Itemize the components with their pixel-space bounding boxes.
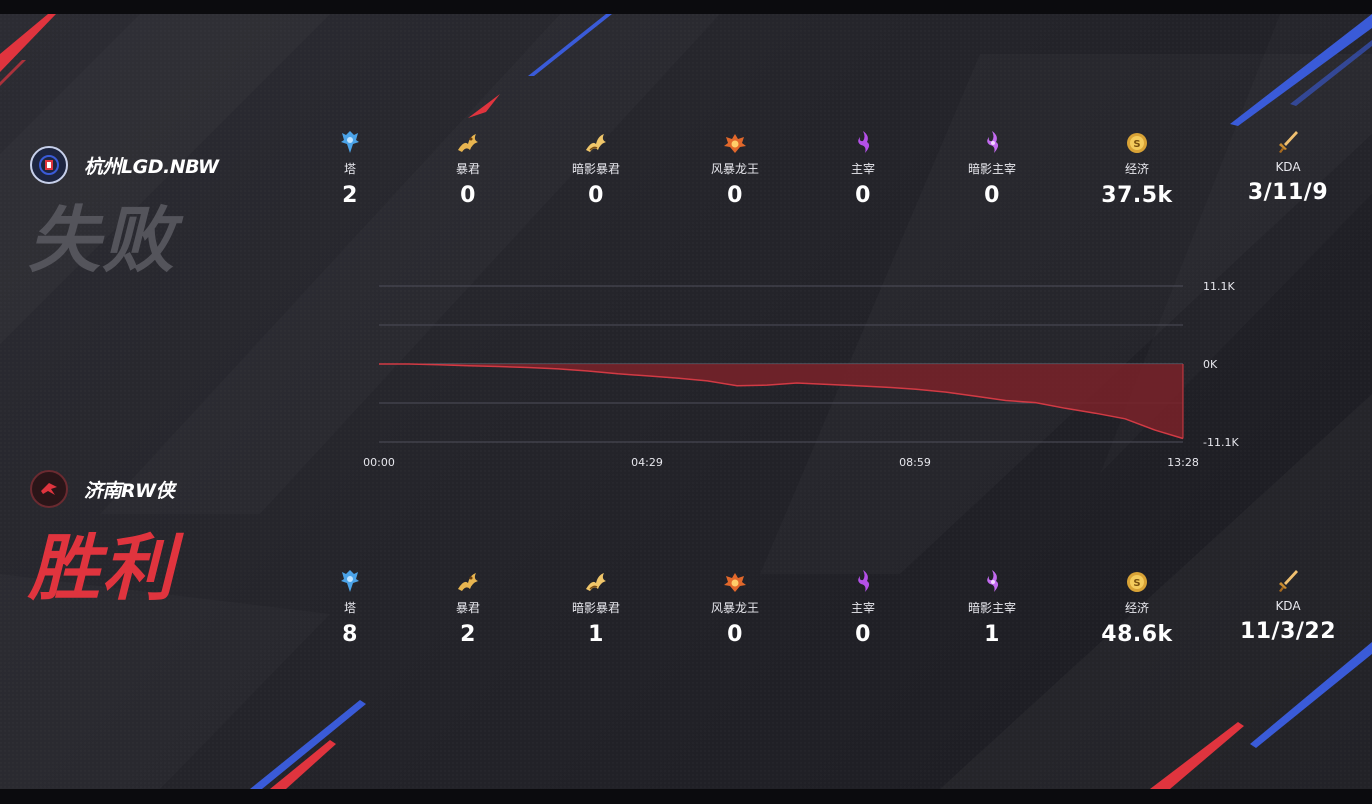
stat-label: 塔 xyxy=(343,601,356,615)
stat-value: 3/11/9 xyxy=(1247,180,1329,205)
y-tick-label: 0K xyxy=(1203,358,1218,371)
stat-label: 暗影暴君 xyxy=(571,601,620,615)
stat-label: 经济 xyxy=(1124,601,1149,615)
stat-label: KDA xyxy=(1275,599,1301,613)
stat-overlord: 主宰 0 xyxy=(803,567,923,647)
stat-value: 11/3/22 xyxy=(1239,619,1337,644)
gold-difference-chart: 11.1K 0K -11.1K 00:00 04:29 08:59 13:28 xyxy=(363,280,1239,469)
tower-icon xyxy=(290,128,410,154)
stat-gold-coin: S 经济 37.5k xyxy=(1077,128,1197,208)
stat-storm-dragon: 风暴龙王 0 xyxy=(675,567,795,647)
stat-value: 0 xyxy=(855,622,871,647)
sword-icon xyxy=(1228,567,1348,593)
stat-label: KDA xyxy=(1275,160,1301,174)
stat-label: 主宰 xyxy=(850,601,875,615)
shadow-tyrant-icon xyxy=(536,567,656,593)
stat-shadow-overlord: 暗影主宰 1 xyxy=(932,567,1052,647)
stat-value: 8 xyxy=(342,622,358,647)
team-1-name: 杭州LGD.NBW xyxy=(84,155,219,178)
stat-value: 1 xyxy=(984,622,1000,647)
lgd-logo-icon xyxy=(39,155,59,175)
stat-label: 风暴龙王 xyxy=(710,601,759,615)
stat-value: 2 xyxy=(342,183,358,208)
stat-overlord: 主宰 0 xyxy=(803,128,923,208)
rw-logo-icon xyxy=(41,483,57,495)
stat-value: 2 xyxy=(460,622,476,647)
gold-coin-icon: S xyxy=(1077,567,1197,593)
stat-value: 0 xyxy=(984,183,1000,208)
stat-value: 0 xyxy=(727,622,743,647)
x-tick-label: 04:29 xyxy=(631,456,663,469)
x-tick-label: 08:59 xyxy=(899,456,931,469)
stat-shadow-tyrant: 暗影暴君 0 xyxy=(536,128,656,208)
stat-label: 暴君 xyxy=(455,601,480,615)
sword-icon xyxy=(1228,128,1348,154)
storm-dragon-icon xyxy=(675,128,795,154)
tower-icon xyxy=(290,567,410,593)
tyrant-icon xyxy=(408,128,528,154)
stat-shadow-tyrant: 暗影暴君 1 xyxy=(536,567,656,647)
team-1-header: 杭州LGD.NBW xyxy=(30,146,219,184)
stat-tyrant: 暴君 2 xyxy=(408,567,528,647)
stat-value: 37.5k xyxy=(1101,183,1173,208)
team-1-stats: 塔 2 暴君 0 暗影暴君 0 风暴龙王 0 主宰 0 暗影主宰 0 S 经济 37.5k KDA 3/11/9 xyxy=(300,128,1350,218)
y-tick-label: -11.1K xyxy=(1203,436,1239,449)
stat-label: 暴君 xyxy=(455,162,480,176)
storm-dragon-icon xyxy=(675,567,795,593)
team-1-logo xyxy=(30,146,68,184)
stat-sword: KDA 3/11/9 xyxy=(1228,128,1348,205)
gold-diff-line xyxy=(379,363,1184,440)
overlord-icon xyxy=(803,128,923,154)
gold-coin-icon: S xyxy=(1077,128,1197,154)
stat-value: 0 xyxy=(727,183,743,208)
stat-value: 1 xyxy=(588,622,604,647)
team-1-result: 失败 xyxy=(28,198,177,282)
shadow-tyrant-icon xyxy=(536,128,656,154)
shadow-overlord-icon xyxy=(932,567,1052,593)
stat-sword: KDA 11/3/22 xyxy=(1228,567,1348,644)
team-2-stats: 塔 8 暴君 2 暗影暴君 1 风暴龙王 0 主宰 0 暗影主宰 1 S 经济 48.6k KDA 11/3/2… xyxy=(300,567,1350,657)
stat-label: 暗影主宰 xyxy=(967,601,1016,615)
stat-storm-dragon: 风暴龙王 0 xyxy=(675,128,795,208)
stat-tyrant: 暴君 0 xyxy=(408,128,528,208)
stat-gold-coin: S 经济 48.6k xyxy=(1077,567,1197,647)
x-tick-label: 00:00 xyxy=(363,456,395,469)
team-2-logo xyxy=(30,470,68,508)
stat-label: 主宰 xyxy=(850,162,875,176)
y-tick-label: 11.1K xyxy=(1203,280,1235,293)
overlord-icon xyxy=(803,567,923,593)
stat-value: 0 xyxy=(460,183,476,208)
shadow-overlord-icon xyxy=(932,128,1052,154)
stat-value: 0 xyxy=(588,183,604,208)
gold-diff-area xyxy=(379,364,1183,439)
stat-value: 0 xyxy=(855,183,871,208)
team-2-name: 济南RW侠 xyxy=(84,479,175,502)
stat-label: 暗影暴君 xyxy=(571,162,620,176)
x-tick-label: 13:28 xyxy=(1167,456,1199,469)
stat-label: 经济 xyxy=(1124,162,1149,176)
tyrant-icon xyxy=(408,567,528,593)
svg-text:S: S xyxy=(1133,139,1140,150)
stat-value: 48.6k xyxy=(1101,622,1173,647)
stat-label: 塔 xyxy=(343,162,356,176)
svg-text:S: S xyxy=(1133,578,1140,589)
stat-shadow-overlord: 暗影主宰 0 xyxy=(932,128,1052,208)
stat-label: 风暴龙王 xyxy=(710,162,759,176)
postgame-stats-screen: 杭州LGD.NBW 失败 济南RW侠 胜利 塔 2 暴君 0 暗影暴君 0 风暴龙王 0 主宰 0… xyxy=(0,14,1372,789)
stat-label: 暗影主宰 xyxy=(967,162,1016,176)
team-2-header: 济南RW侠 xyxy=(30,470,175,508)
team-2-result: 胜利 xyxy=(28,526,177,610)
